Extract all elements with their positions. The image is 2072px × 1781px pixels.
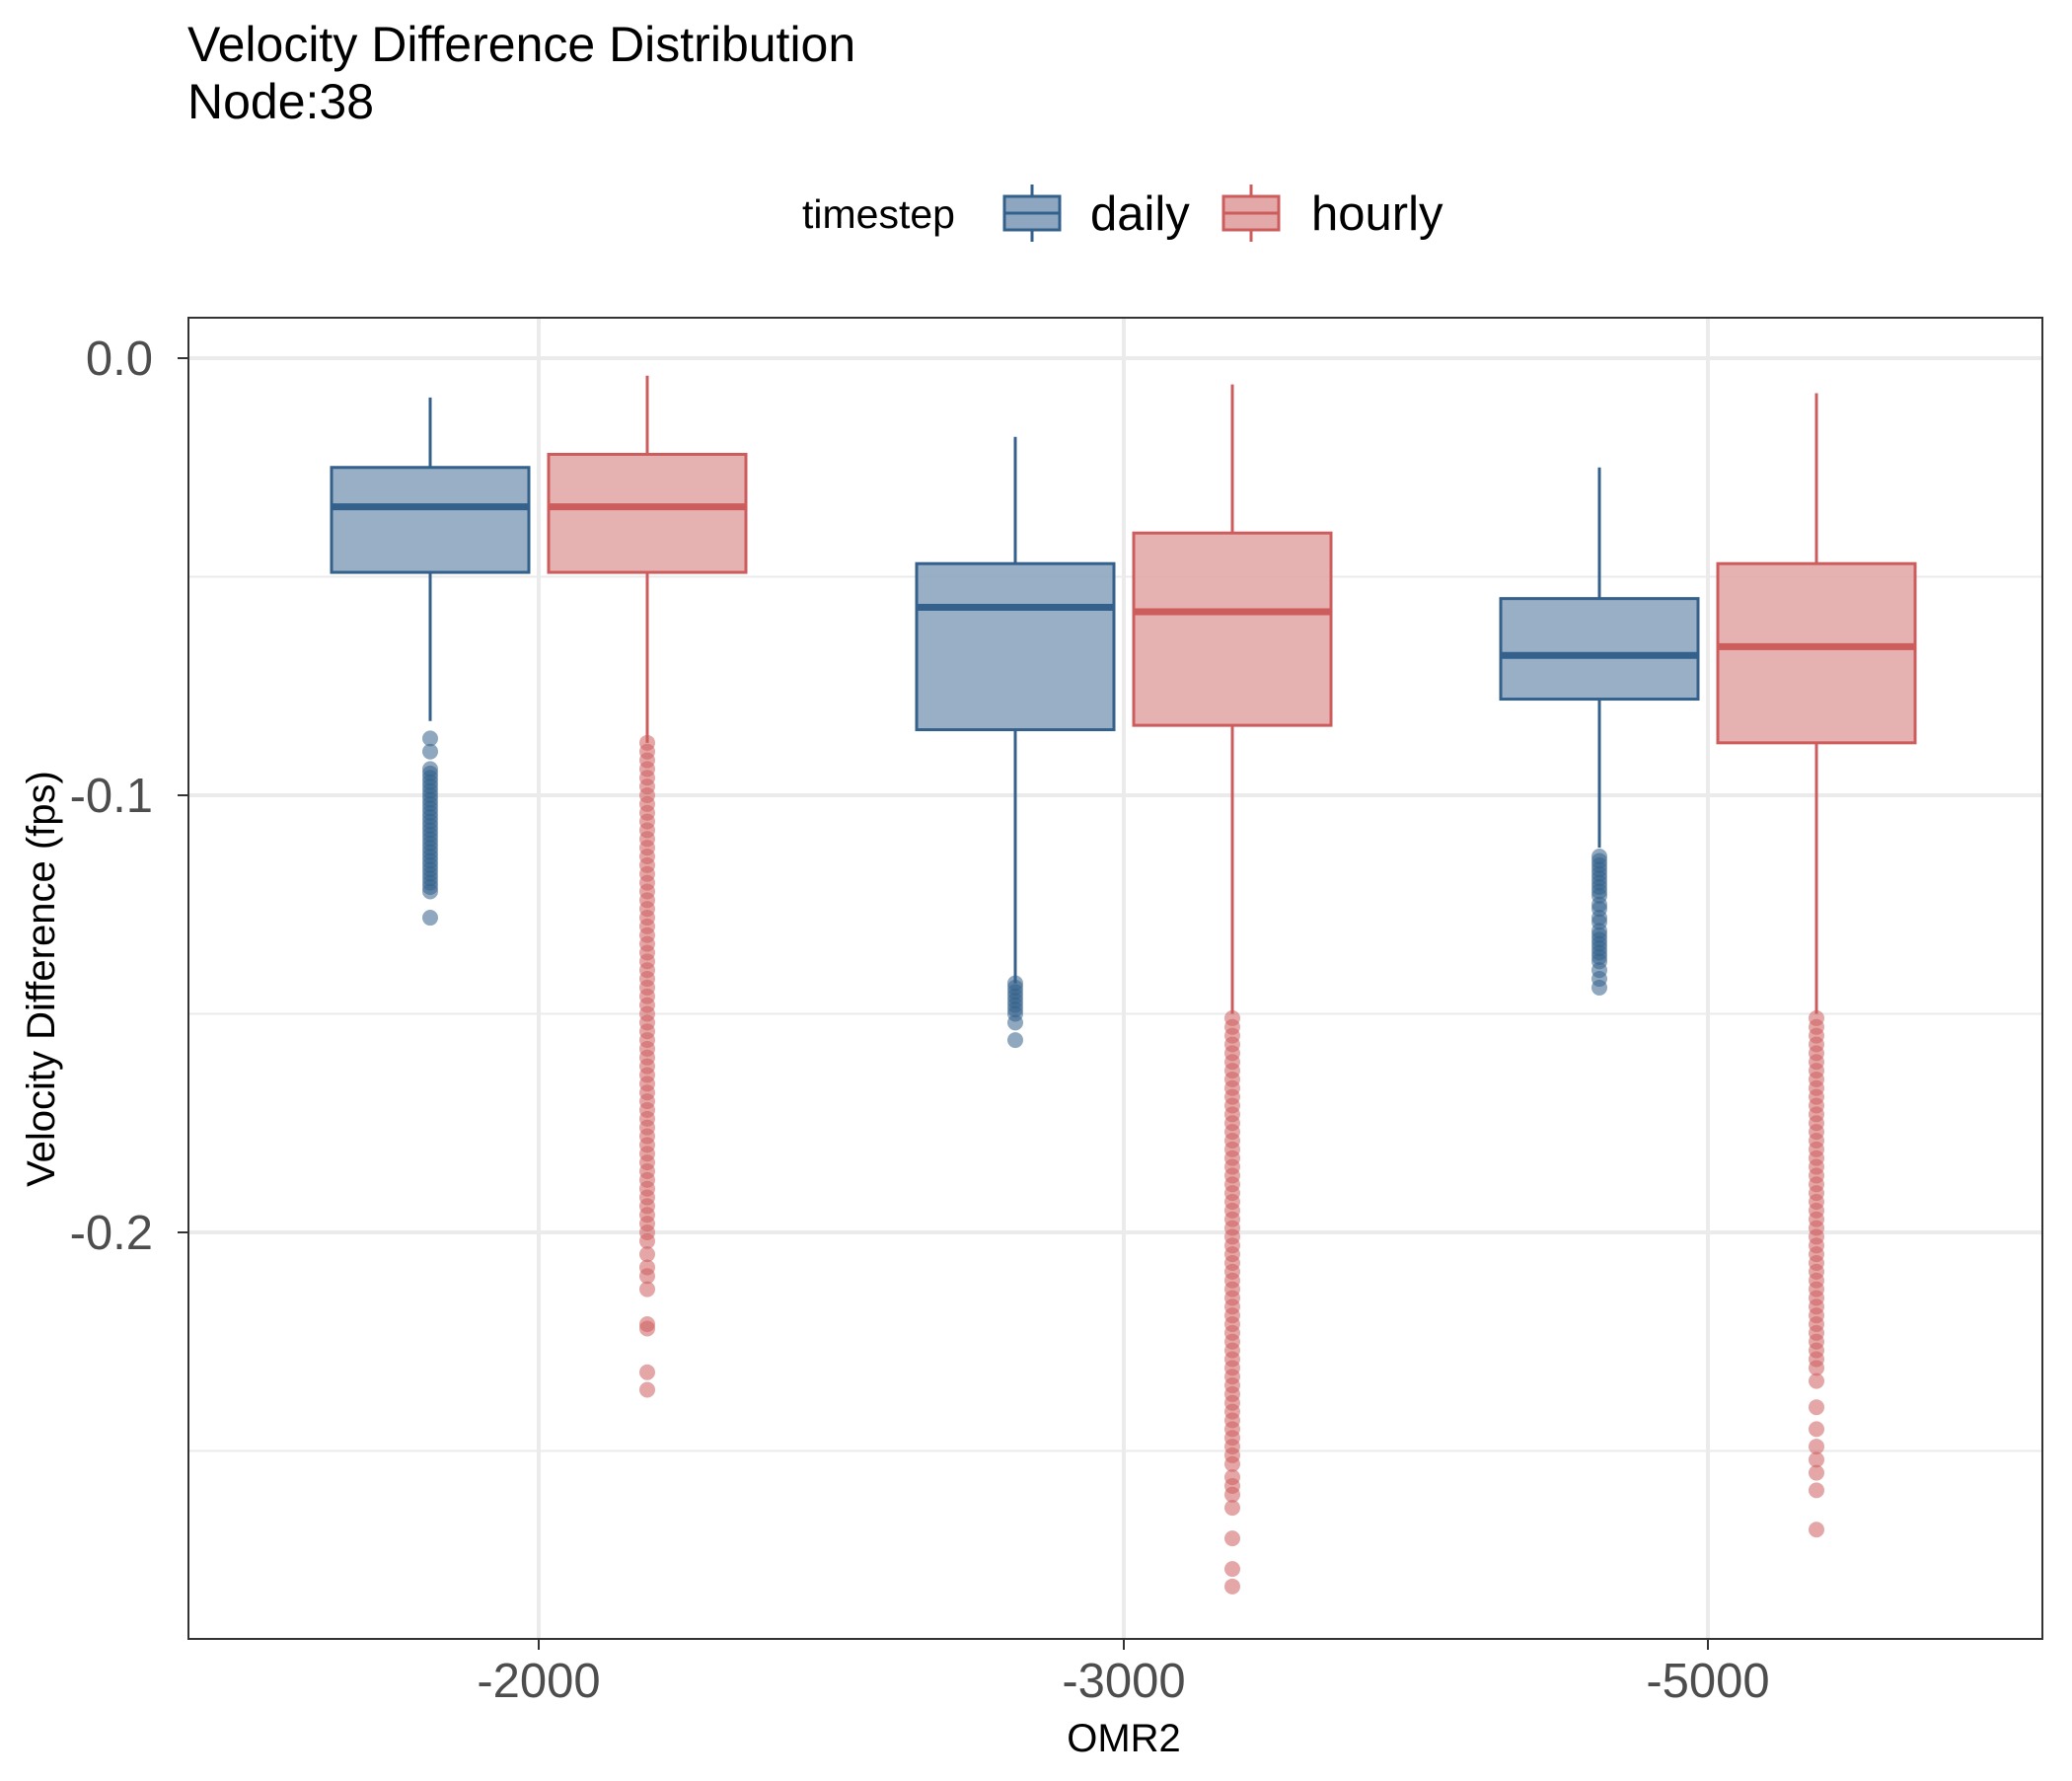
box-body [1132, 531, 1333, 727]
outlier-point [639, 1320, 655, 1337]
outlier-point [639, 1364, 655, 1380]
outlier-point [1224, 1486, 1240, 1503]
outlier-point [1809, 1373, 1824, 1389]
y-axis: 0.0 -0.1 -0.2 [70, 333, 153, 1260]
outlier-point [1007, 1032, 1023, 1049]
x-axis-title: OMR2 [1067, 1717, 1181, 1760]
boxes [330, 375, 1917, 1595]
legend-key-daily [1002, 185, 1062, 242]
outlier-point [1809, 1439, 1824, 1455]
outlier-point [639, 1281, 655, 1298]
outlier-point [1224, 1500, 1240, 1517]
legend-label-hourly: hourly [1311, 187, 1443, 241]
box-body [915, 561, 1116, 732]
outlier-point [639, 1268, 655, 1285]
outlier-point [422, 743, 438, 760]
outlier-point [1224, 1561, 1240, 1578]
x-tick-label-2: -5000 [1646, 1655, 1769, 1708]
legend-title: timestep [802, 191, 955, 237]
outlier-point [1809, 1521, 1824, 1538]
outlier-point [639, 1246, 655, 1263]
y-tick-label-1: -0.1 [70, 770, 153, 823]
legend-label-daily: daily [1090, 187, 1190, 241]
outlier-point [1809, 1482, 1824, 1499]
box-body [1499, 597, 1700, 702]
y-tick-label-0: 0.0 [86, 333, 153, 386]
outlier-point [639, 1381, 655, 1398]
x-axis: -2000 -3000 -5000 [477, 1655, 1769, 1708]
y-axis-title: Velocity Difference (fps) [20, 771, 63, 1187]
outlier-point [1224, 1530, 1240, 1547]
outlier-point [1591, 979, 1607, 996]
box-daily-1 [915, 436, 1116, 1049]
chart-title: Velocity Difference Distribution [187, 17, 855, 72]
box-hourly-0 [547, 375, 748, 1398]
box-daily-2 [1499, 467, 1700, 996]
box-body [330, 466, 531, 574]
legend-key-hourly [1221, 185, 1281, 242]
outlier-point [1809, 1421, 1824, 1438]
outlier-point [1224, 1455, 1240, 1472]
outlier-point [639, 1232, 655, 1249]
outlier-point [1007, 1014, 1023, 1031]
outlier-point [422, 910, 438, 927]
outlier-point [1809, 1451, 1824, 1468]
outlier-point [1224, 1578, 1240, 1595]
x-tick-label-1: -3000 [1062, 1655, 1185, 1708]
x-tick-label-0: -2000 [477, 1655, 600, 1708]
outlier-point [1809, 1399, 1824, 1416]
box-body [1716, 561, 1917, 745]
box-body [547, 452, 748, 574]
plot-panel-border [187, 317, 2043, 1640]
box-daily-0 [330, 397, 531, 927]
box-hourly-1 [1132, 384, 1333, 1595]
y-tick-label-2: -0.2 [70, 1207, 153, 1260]
outlier-point [422, 883, 438, 900]
legend: timestep daily hourly [802, 185, 1443, 242]
box-hourly-2 [1716, 393, 1917, 1538]
chart-subtitle: Node:38 [187, 74, 374, 129]
outlier-point [1809, 1360, 1824, 1376]
outlier-point [1809, 1464, 1824, 1481]
axis-ticks [178, 357, 1709, 1650]
outlier-point [422, 730, 438, 747]
grid-major [188, 318, 2042, 1639]
